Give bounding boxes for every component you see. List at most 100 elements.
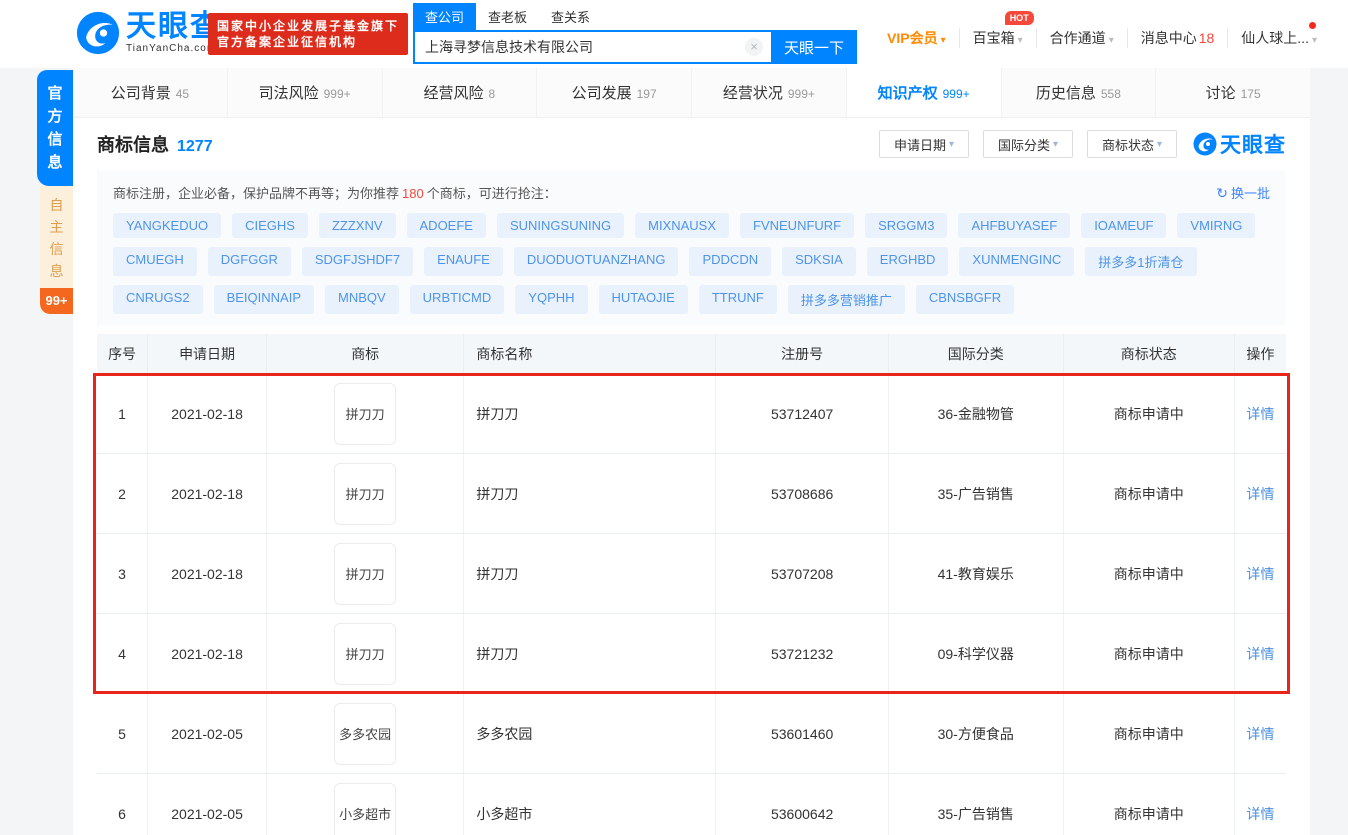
search-tab-relation[interactable]: 查关系 xyxy=(551,10,591,25)
table-header-row: 序号 申请日期 商标 商标名称 注册号 国际分类 商标状态 操作 xyxy=(97,334,1286,374)
trademark-tag[interactable]: YQPHH xyxy=(515,285,588,314)
trademark-tag[interactable]: 拼多多营销推广 xyxy=(787,285,905,314)
trademark-image[interactable]: 小多超市 xyxy=(334,782,397,835)
trademark-tag[interactable]: TTRUNF xyxy=(698,285,777,314)
trademark-tag[interactable]: URBTICMD xyxy=(409,285,505,314)
detail-link[interactable]: 详情 xyxy=(1246,485,1275,502)
cell-date: 2021-02-05 xyxy=(148,774,268,835)
trademark-section-card: 商标信息 1277 申请日期 ▾ 国际分类 ▾ 商标状态 ▾ 天眼查 商标注册，企业必备… xyxy=(73,118,1310,835)
search-tab-boss[interactable]: 查老板 xyxy=(488,10,528,25)
tab-count: 45 xyxy=(175,86,190,101)
tab-label: 公司发展 xyxy=(571,85,632,102)
cell-reg: 53712407 xyxy=(716,374,889,453)
tab-count: 999+ xyxy=(787,86,815,101)
tab-company-background[interactable]: 公司背景 45 xyxy=(73,68,228,117)
chevron-down-icon: ▾ xyxy=(1311,35,1317,46)
detail-link[interactable]: 详情 xyxy=(1246,645,1275,662)
cell-action: 详情 xyxy=(1235,774,1286,835)
trademark-image[interactable]: 多多农园 xyxy=(334,702,397,765)
filter-intl-class[interactable]: 国际分类 ▾ xyxy=(983,130,1073,158)
trademark-tag[interactable]: CMUEGH xyxy=(113,247,197,276)
tab-company-development[interactable]: 公司发展 197 xyxy=(537,68,692,117)
trademark-image[interactable]: 拼刀刀 xyxy=(334,622,397,685)
refresh-icon: ↻ xyxy=(1216,185,1228,201)
detail-link[interactable]: 详情 xyxy=(1246,565,1275,582)
trademark-tag[interactable]: MIXNAUSX xyxy=(635,213,730,238)
filter-label: 国际分类 xyxy=(997,137,1050,153)
logo-subtitle: TianYanCha.com xyxy=(126,43,217,54)
filter-trademark-status[interactable]: 商标状态 ▾ xyxy=(1087,130,1177,158)
trademark-tag[interactable]: BEIQINNAIP xyxy=(213,285,314,314)
chevron-down-icon: ▾ xyxy=(1052,138,1059,150)
trademark-tag[interactable]: ADOEFE xyxy=(406,213,486,238)
table-row: 3 2021-02-18 拼刀刀 拼刀刀 53707208 41-教育娱乐 商标… xyxy=(97,534,1286,614)
trademark-tag[interactable]: CIEGHS xyxy=(232,213,308,238)
trademark-tag[interactable]: 拼多多1折清仓 xyxy=(1085,247,1197,276)
trademark-tag[interactable]: AHFBUYASEF xyxy=(958,213,1071,238)
trademark-tag[interactable]: SRGGM3 xyxy=(865,213,948,238)
sidebar-tab-official-info[interactable]: 官方信息 xyxy=(37,70,73,186)
trademark-tag[interactable]: ENAUFE xyxy=(424,247,503,276)
trademark-tag[interactable]: IOAMEUF xyxy=(1081,213,1167,238)
menu-treasure-box[interactable]: HOT 百宝箱 ▾ xyxy=(958,11,1036,48)
search-row: × 天眼一下 xyxy=(413,30,857,64)
cell-date: 2021-02-18 xyxy=(148,374,268,453)
detail-link[interactable]: 详情 xyxy=(1246,805,1275,822)
tab-operating-status[interactable]: 经营状况 999+ xyxy=(692,68,847,117)
tab-judicial-risk[interactable]: 司法风险 999+ xyxy=(228,68,383,117)
cell-action: 详情 xyxy=(1235,614,1286,693)
logo-text: 天眼查 TianYanCha.com xyxy=(126,12,222,55)
trademark-tag[interactable]: FVNEUNFURF xyxy=(740,213,855,238)
trademark-tag[interactable]: XUNMENGINC xyxy=(959,247,1075,276)
search-button[interactable]: 天眼一下 xyxy=(771,30,857,64)
filter-label: 申请日期 xyxy=(893,137,946,153)
site-logo[interactable]: 天眼查 TianYanCha.com xyxy=(76,11,222,55)
tianyancha-logo-icon xyxy=(76,11,120,55)
trademark-tag[interactable]: ERGHBD xyxy=(866,247,949,276)
column-header-date: 申请日期 xyxy=(148,334,268,374)
tab-discussion[interactable]: 讨论 175 xyxy=(1156,68,1310,117)
trademark-tag[interactable]: YANGKEDUO xyxy=(113,213,222,238)
filter-bar: 申请日期 ▾ 国际分类 ▾ 商标状态 ▾ 天眼查 xyxy=(865,129,1286,159)
cell-mark: 多多农园 xyxy=(267,694,465,773)
tab-intellectual-property[interactable]: 知识产权 999+ xyxy=(846,68,1002,117)
trademark-tag[interactable]: MNBQV xyxy=(325,285,399,314)
trademark-tag[interactable]: SDKSIA xyxy=(782,247,856,276)
trademark-tag[interactable]: ZZZXNV xyxy=(318,213,396,238)
cell-class: 35-广告销售 xyxy=(889,774,1064,835)
column-header-status: 商标状态 xyxy=(1064,334,1235,374)
search-tab-company[interactable]: 查公司 xyxy=(413,3,477,30)
refresh-batch-link[interactable]: ↻ 换一批 xyxy=(1216,183,1270,202)
cell-no: 3 xyxy=(97,534,149,613)
trademark-tag[interactable]: DUODUOTUANZHANG xyxy=(513,247,679,276)
trademark-tag[interactable]: PDDCDN xyxy=(689,247,772,276)
sidebar-tab-self-info[interactable]: 自主信息 99+ xyxy=(40,186,73,314)
menu-user-account[interactable]: 仙人球上... ▾ xyxy=(1227,22,1330,48)
tab-operating-risk[interactable]: 经营风险 8 xyxy=(383,68,538,117)
search-input[interactable] xyxy=(413,30,771,64)
tab-label: 公司背景 xyxy=(110,85,171,102)
trademark-tag[interactable]: HUTAOJIE xyxy=(598,285,688,314)
trademark-tag[interactable]: CBNSBGFR xyxy=(915,285,1015,314)
trademark-tag[interactable]: SDGFJSHDF7 xyxy=(301,247,414,276)
cell-status: 商标申请中 xyxy=(1064,774,1235,835)
detail-link[interactable]: 详情 xyxy=(1246,405,1275,422)
detail-link[interactable]: 详情 xyxy=(1246,725,1275,742)
trademark-tag[interactable]: CNRUGS2 xyxy=(113,285,203,314)
trademark-tag[interactable]: VMIRNG xyxy=(1177,213,1256,238)
filter-apply-date[interactable]: 申请日期 ▾ xyxy=(879,130,969,158)
trademark-tag[interactable]: DGFGGR xyxy=(207,247,291,276)
chevron-down-icon: ▾ xyxy=(948,138,955,150)
trademark-tag[interactable]: SUNINGSUNING xyxy=(496,213,625,238)
menu-vip[interactable]: VIP会员 ▾ xyxy=(874,28,959,48)
menu-message-center[interactable]: 消息中心 18 xyxy=(1126,28,1228,48)
recommended-tags: YANGKEDUO CIEGHS ZZZXNV ADOEFE SUNINGSUN… xyxy=(113,213,1270,314)
trademark-image[interactable]: 拼刀刀 xyxy=(334,462,397,525)
trademark-image[interactable]: 拼刀刀 xyxy=(334,382,397,445)
tab-history-info[interactable]: 历史信息 558 xyxy=(1002,68,1157,117)
cell-reg: 53601460 xyxy=(716,694,889,773)
clear-search-icon[interactable]: × xyxy=(745,38,763,56)
menu-cooperation[interactable]: 合作通道 ▾ xyxy=(1035,28,1127,48)
cell-action: 详情 xyxy=(1235,374,1286,453)
trademark-image[interactable]: 拼刀刀 xyxy=(334,542,397,605)
